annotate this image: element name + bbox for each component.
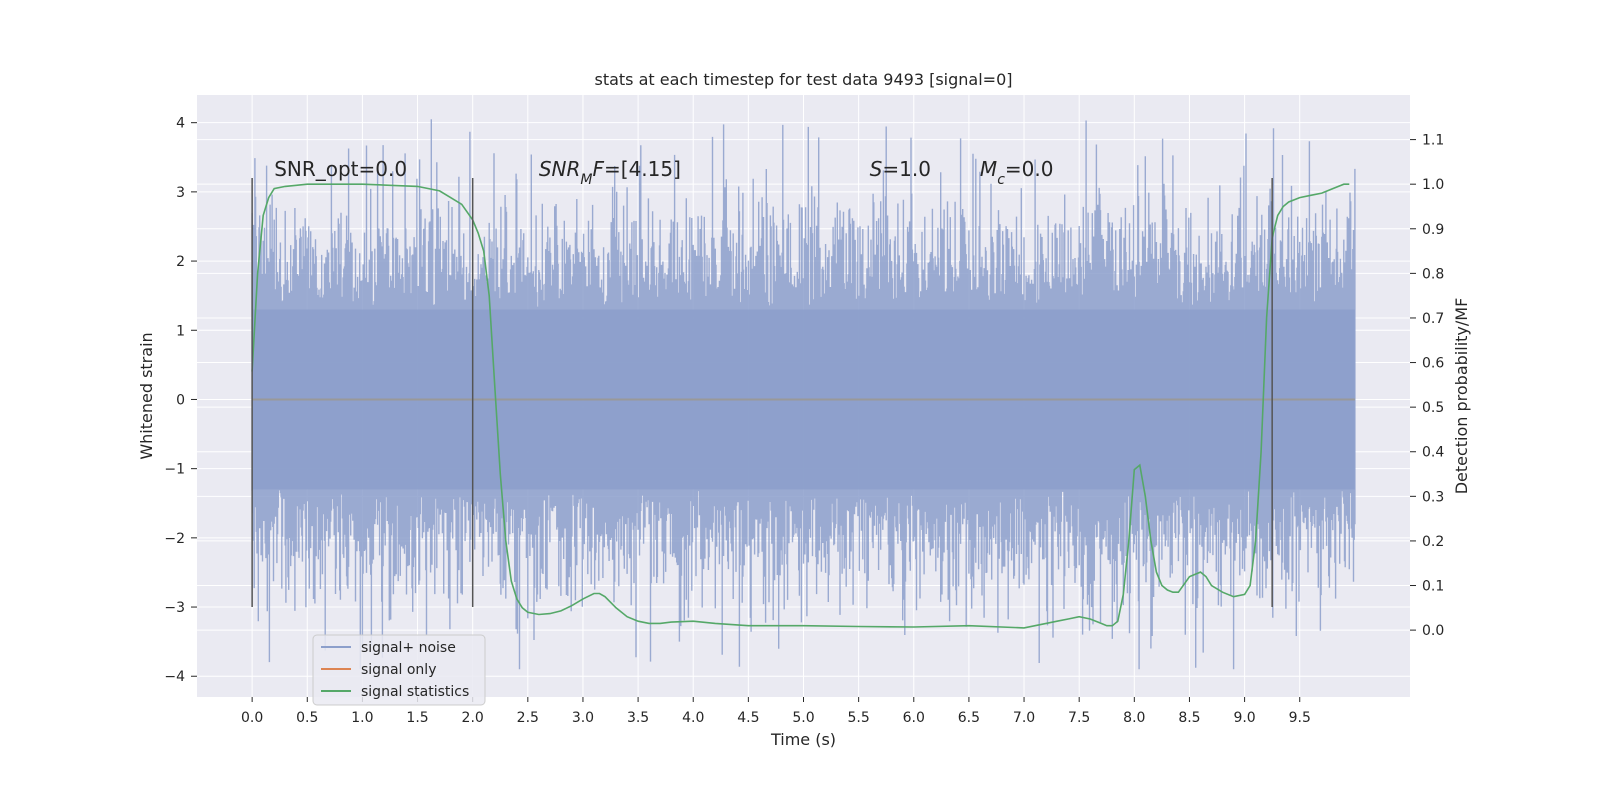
x-tick-label: 2.5 bbox=[517, 710, 539, 726]
x-tick-label: 2.0 bbox=[462, 710, 484, 726]
x-axis-label: Time (s) bbox=[770, 730, 836, 749]
y-right-tick-label: 0.9 bbox=[1422, 222, 1444, 238]
annotations: SNR_opt=0.0 SNRMF=[4.15] S=1.0 Mc=0.0 bbox=[274, 157, 1053, 188]
y-tick-label: −3 bbox=[164, 600, 185, 616]
y-tick-label: −4 bbox=[164, 669, 185, 685]
x-tick-label: 7.5 bbox=[1068, 710, 1090, 726]
annotation-2: S=1.0 bbox=[870, 157, 931, 181]
y-right-tick-label: 0.8 bbox=[1422, 266, 1444, 282]
x-tick-label: 8.5 bbox=[1178, 710, 1200, 726]
x-tick-label: 1.5 bbox=[406, 710, 428, 726]
y-axis-right: 1.1 1.0 0.9 0.8 0.7 0.6 0.5 0.4 0.3 0.2 0.1 0.0 bbox=[1410, 133, 1444, 639]
x-tick-label: 0.5 bbox=[296, 710, 318, 726]
x-tick-label: 0.0 bbox=[241, 710, 263, 726]
x-tick-label: 1.0 bbox=[351, 710, 373, 726]
y-tick-label: 0 bbox=[176, 392, 185, 408]
annotation-0: SNR_opt=0.0 bbox=[274, 157, 407, 181]
x-tick-label: 6.5 bbox=[958, 710, 980, 726]
x-tick-label: 6.0 bbox=[903, 710, 925, 726]
legend-label: signal statistics bbox=[361, 684, 469, 700]
legend: signal+ noise signal only signal statistic… bbox=[312, 634, 486, 706]
x-tick-label: 5.0 bbox=[792, 710, 814, 726]
vertical-markers bbox=[251, 178, 1273, 608]
y-axis-right-label: Detection probability/MF bbox=[1452, 298, 1471, 495]
x-tick-label: 8.0 bbox=[1123, 710, 1145, 726]
y-tick-label: −2 bbox=[164, 531, 185, 547]
y-tick-label: −1 bbox=[164, 462, 185, 478]
x-tick-label: 4.0 bbox=[682, 710, 704, 726]
legend-label: signal only bbox=[361, 662, 436, 678]
annotation-1: SNRMF=[4.15] bbox=[539, 157, 681, 188]
y-right-tick-label: 0.6 bbox=[1422, 356, 1444, 372]
x-tick-label: 5.5 bbox=[848, 710, 870, 726]
y-right-tick-label: 0.2 bbox=[1422, 534, 1444, 550]
x-tick-label: 4.5 bbox=[737, 710, 759, 726]
series-signal-statistics bbox=[251, 183, 1350, 629]
y-tick-label: 2 bbox=[176, 254, 185, 270]
x-tick-label: 7.0 bbox=[1013, 710, 1035, 726]
legend-box bbox=[312, 634, 486, 706]
y-right-tick-label: 1.1 bbox=[1422, 133, 1444, 149]
x-tick-label: 9.5 bbox=[1289, 710, 1311, 726]
y-right-tick-label: 0.7 bbox=[1422, 311, 1444, 327]
y-tick-label: 1 bbox=[176, 323, 185, 339]
y-right-tick-label: 0.0 bbox=[1422, 623, 1444, 639]
y-tick-label: 4 bbox=[176, 116, 185, 132]
y-tick-label: 3 bbox=[176, 185, 185, 201]
y-right-tick-label: 0.5 bbox=[1422, 400, 1444, 416]
annotation-3: Mc=0.0 bbox=[980, 157, 1054, 188]
y-right-tick-label: 1.0 bbox=[1422, 177, 1444, 193]
x-tick-label: 9.0 bbox=[1233, 710, 1255, 726]
chart-title: stats at each timestep for test data 949… bbox=[594, 70, 1012, 89]
y-right-tick-label: 0.3 bbox=[1422, 489, 1444, 505]
legend-label: signal+ noise bbox=[361, 640, 456, 656]
x-tick-label: 3.0 bbox=[572, 710, 594, 726]
y-axis-left: 4 3 2 1 0 −1 −2 −3 −4 bbox=[164, 116, 197, 685]
y-axis-label: Whitened strain bbox=[137, 332, 156, 459]
y-right-tick-label: 0.4 bbox=[1422, 445, 1444, 461]
x-tick-label: 3.5 bbox=[627, 710, 649, 726]
x-axis: 0.0 0.5 1.0 1.5 2.0 2.5 3.0 3.5 4.0 4.5 5.0 5.5 6.0 6… bbox=[241, 697, 1311, 726]
y-right-tick-label: 0.1 bbox=[1422, 579, 1444, 595]
series-layer bbox=[251, 119, 1356, 670]
